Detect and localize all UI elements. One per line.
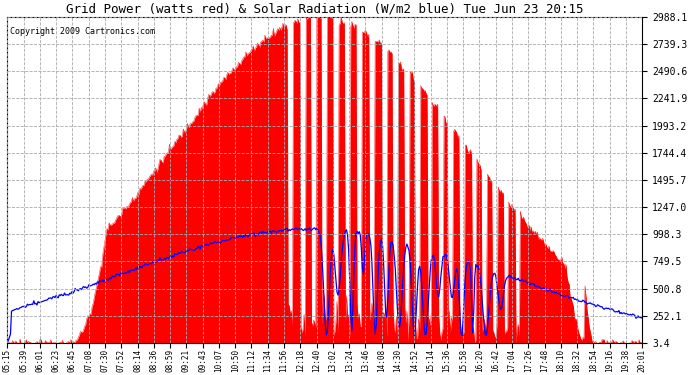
Title: Grid Power (watts red) & Solar Radiation (W/m2 blue) Tue Jun 23 20:15: Grid Power (watts red) & Solar Radiation… [66,3,584,16]
Text: Copyright 2009 Cartronics.com: Copyright 2009 Cartronics.com [10,27,155,36]
